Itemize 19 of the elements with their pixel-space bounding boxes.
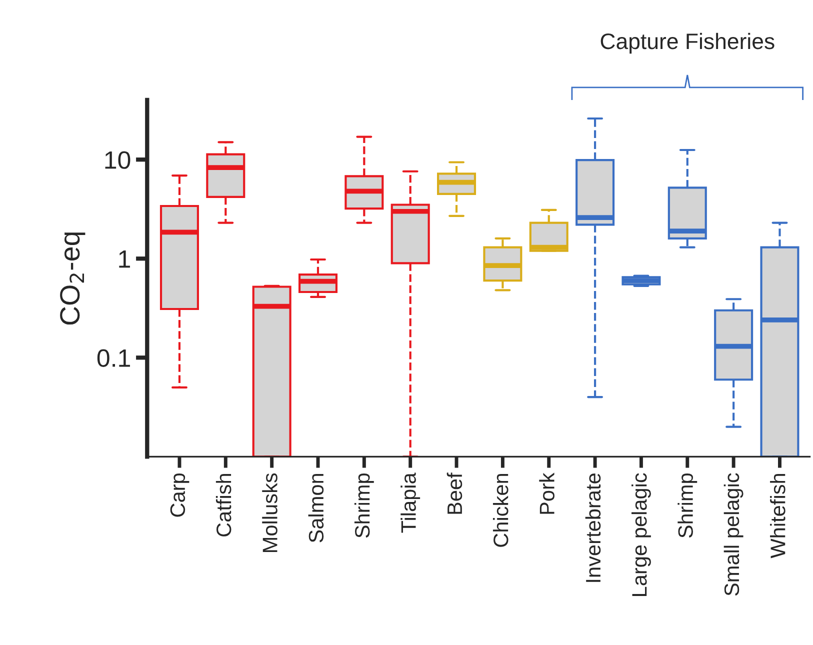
y-axis-title: CO$_{2}$-eq <box>60 232 86 325</box>
x-tick-label: Shrimp <box>354 474 374 538</box>
x-tick-label: Chicken <box>492 474 508 547</box>
x-tick-label: Beef <box>446 472 462 514</box>
text: Capture Fisheries <box>600 32 774 54</box>
x-tick-label: Carp <box>170 474 190 517</box>
x-tick-label: Large pelagic <box>632 473 651 596</box>
y-tick-label: 10 <box>105 151 130 169</box>
x-tick-label: Pork <box>539 472 554 514</box>
x-tick-label: Shrimp <box>678 474 698 538</box>
x-tick-label: Mollusks <box>262 473 278 552</box>
x-tick-label: Invertebrate <box>585 474 601 582</box>
x-tick-label: Small pelagic <box>724 473 744 596</box>
y-tick-label: 0.1 <box>97 349 130 367</box>
x-tick-label: Whitefish <box>770 474 786 558</box>
x-tick-label: Tilapia <box>400 472 420 533</box>
x-tick-label: Salmon <box>308 474 324 542</box>
y-tick-label: 1 <box>119 250 130 268</box>
x-tick-label: Catfish <box>216 474 232 536</box>
